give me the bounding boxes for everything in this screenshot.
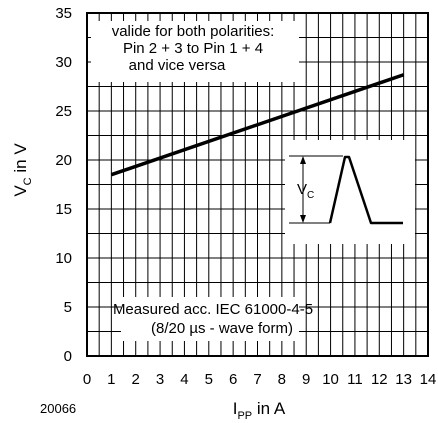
inset-vc-sub: C [307,190,314,201]
top-annotation-box [91,21,299,82]
waveform-pulse [328,155,403,225]
y-tick-label: 20 [55,152,72,169]
y-tick-label: 15 [55,201,72,218]
y-tick-label: 10 [55,250,72,267]
x-tick-label: 0 [83,371,91,388]
x-tick-label: 3 [156,371,164,388]
x-tick-label: 4 [180,371,188,388]
y-axis-label-main: V [11,185,30,197]
x-tick-label: 12 [371,371,388,388]
inset-arrow-down [300,215,306,223]
x-tick-label: 1 [107,371,115,388]
waveform-inset: VC [285,140,415,244]
y-axis-label: VC in V [11,143,34,197]
series-line [110,73,405,177]
series-layer [110,73,405,177]
x-tick-label: 6 [229,371,237,388]
x-tick-label: 13 [395,371,412,388]
x-tick-label: 5 [205,371,213,388]
y-tick-label: 30 [55,54,72,71]
top-annotation-line-3: and vice versa [129,57,226,74]
x-tick-label: 10 [322,371,339,388]
y-tick-label: 0 [64,348,72,365]
x-axis-label-sub: PP [237,410,252,422]
bottom-annotation-box [121,297,299,341]
inset-arrow-up [300,156,306,164]
plot-frame [86,12,429,357]
top-annotation-line-1: valide for both polarities: [112,23,275,40]
top-annotation-line-2: Pin 2 + 3 to Pin 1 + 4 [123,40,263,57]
bottom-annotation-line-2: (8/20 µs - wave form) [151,320,293,337]
y-axis-label-suffix: in V [11,143,30,178]
x-axis-label: IPP in A [233,399,286,422]
x-tick-label: 14 [420,371,437,388]
x-axis-label-suffix: in A [252,399,286,418]
y-tick-label: 25 [55,103,72,120]
bottom-annotation-line-1: Measured acc. IEC 61000-4-5 [113,301,313,318]
x-tick-label: 11 [347,371,363,388]
x-tick-label: 8 [278,371,286,388]
y-axis-label-sub: C [22,177,34,185]
y-tick-label: 5 [64,299,72,316]
x-tick-label: 7 [253,371,261,388]
figure-id: 20066 [40,401,76,416]
x-tick-label: 9 [302,371,310,388]
inset-vc-label: VC [297,181,314,201]
x-axis-label-main: I [233,399,238,418]
x-tick-label: 2 [132,371,140,388]
y-tick-label: 35 [55,5,72,22]
inset-vc-main: V [297,181,307,198]
